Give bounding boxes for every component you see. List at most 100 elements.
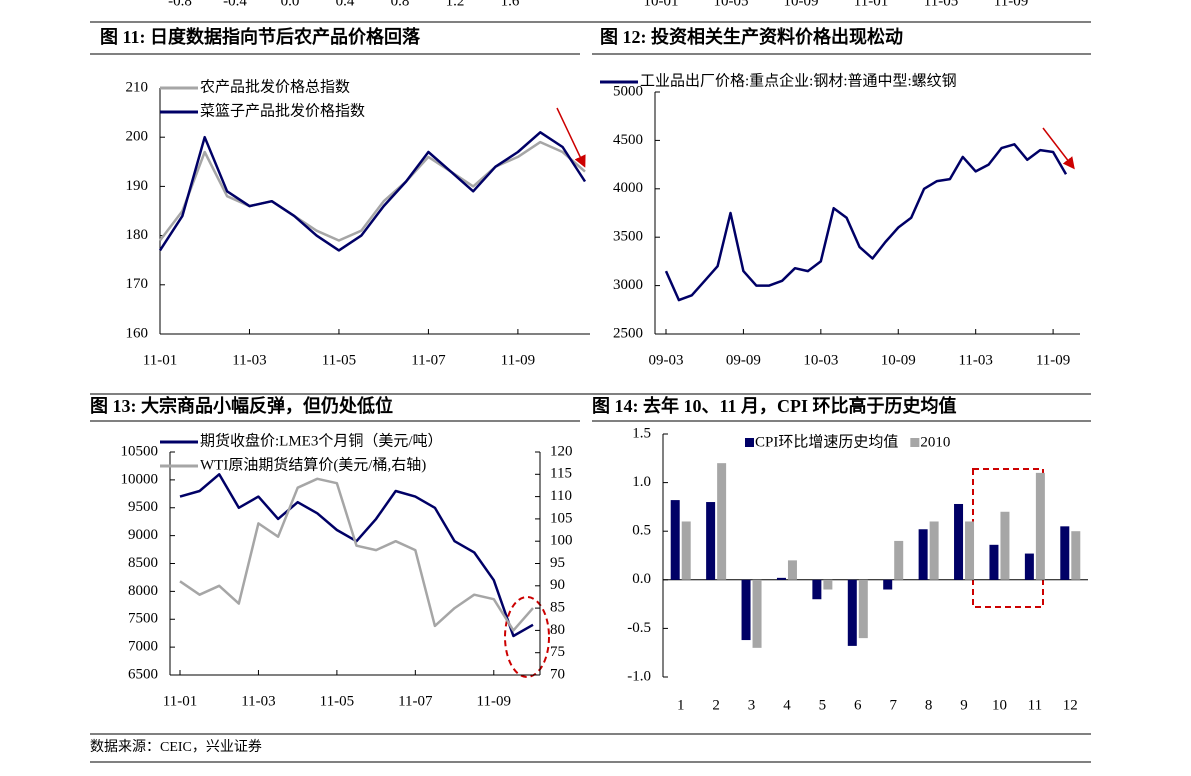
x-tick-label: 11-09: [1036, 352, 1070, 368]
series-line: [158, 131, 587, 252]
source: 数据来源：CEIC，兴业证券: [90, 739, 262, 755]
y-tick-label: 4000: [613, 180, 643, 196]
bar: [858, 579, 868, 639]
fragment-tick: 1.6: [501, 0, 520, 9]
y2-tick-label: 90: [550, 577, 565, 593]
bar: [1024, 553, 1034, 580]
x-tick-label: 12: [1063, 697, 1078, 713]
bar: [681, 521, 691, 580]
fragment-tick: 10-09: [784, 0, 819, 9]
y-tick-label: -0.5: [627, 620, 651, 636]
y-tick-label: 9500: [128, 499, 158, 515]
bar: [918, 529, 928, 580]
x-tick-label: 11-05: [322, 352, 356, 368]
y-tick-label: -1.0: [627, 668, 651, 684]
x-tick-label: 10-03: [803, 352, 838, 368]
y-tick-label: 3000: [613, 277, 643, 293]
bar: [741, 579, 751, 641]
y-tick-label: 7500: [128, 611, 158, 627]
figure-title: 图 14: 去年 10、11 月，CPI 环比高于历史均值: [592, 395, 957, 416]
legend-label: 2010: [920, 434, 950, 450]
x-tick-label: 10: [992, 697, 1007, 713]
y-tick-label: 3500: [613, 229, 643, 245]
x-tick-label: 09-09: [726, 352, 761, 368]
bar: [1060, 526, 1070, 580]
fragment-tick: -0.4: [223, 0, 247, 9]
bar: [1000, 511, 1010, 580]
y2-tick-label: 70: [550, 666, 565, 682]
x-tick-label: 11-03: [958, 352, 992, 368]
fragment-tick: 11-05: [924, 0, 958, 9]
y2-tick-label: 80: [550, 622, 565, 638]
bar: [989, 544, 999, 580]
bar: [776, 577, 786, 580]
x-tick-label: 8: [925, 697, 933, 713]
bar: [706, 502, 716, 580]
x-tick-label: 2: [712, 697, 720, 713]
annotation-arrow: [556, 107, 586, 168]
bar: [823, 579, 833, 590]
x-tick-label: 6: [854, 697, 862, 713]
y-tick-label: 190: [126, 178, 149, 194]
fragment-tick: 10-01: [644, 0, 679, 9]
figure-title: 图 12: 投资相关生产资料价格出现松动: [600, 26, 903, 47]
bar: [894, 540, 904, 580]
fragment-tick: 10-05: [714, 0, 749, 9]
y-tick-label: 5000: [613, 83, 643, 99]
x-tick-label: 11-05: [320, 693, 354, 709]
fragment-tick: 11-09: [994, 0, 1028, 9]
y-tick-label: 160: [126, 325, 149, 341]
legend-label: WTI原油期货结算价(美元/桶,右轴): [200, 455, 426, 473]
y-tick-label: 0.0: [632, 571, 651, 587]
y-tick-label: 200: [126, 129, 149, 145]
x-tick-label: 11-07: [411, 352, 446, 368]
y-tick-label: 170: [126, 276, 149, 292]
bar: [1071, 531, 1081, 580]
y-tick-label: 0.5: [632, 523, 651, 539]
y2-tick-label: 105: [550, 510, 573, 526]
x-tick-label: 10-09: [881, 352, 916, 368]
series-line: [179, 473, 534, 638]
fragment-tick: 11-01: [854, 0, 888, 9]
series-line: [664, 143, 1068, 302]
y2-tick-label: 115: [550, 466, 572, 482]
y-tick-label: 7000: [128, 639, 158, 655]
x-tick-label: 4: [783, 697, 791, 713]
legend-label: 菜篮子产品批发价格指数: [200, 101, 365, 119]
figure-title: 图 13: 大宗商品小幅反弹，但仍处低位: [90, 395, 393, 416]
legend-label: 工业品出厂价格:重点企业:钢材:普通中型:螺纹钢: [640, 71, 957, 89]
figure-title: 图 11: 日度数据指向节后农产品价格回落: [100, 26, 421, 47]
x-tick-label: 11-01: [163, 693, 197, 709]
y2-tick-label: 120: [550, 443, 573, 459]
x-tick-label: 09-03: [649, 352, 684, 368]
bar: [883, 579, 893, 590]
x-tick-label: 11-01: [143, 352, 177, 368]
bar: [965, 521, 975, 580]
y-tick-label: 6500: [128, 666, 158, 682]
y-tick-label: 180: [126, 227, 149, 243]
x-tick-label: 11: [1028, 697, 1042, 713]
fragment-tick: 0.4: [336, 0, 355, 9]
y-tick-label: 8000: [128, 583, 158, 599]
x-tick-label: 9: [960, 697, 968, 713]
series-line: [159, 140, 586, 242]
bar: [787, 560, 797, 580]
y-tick-label: 2500: [613, 325, 643, 341]
legend-label: 农产品批发价格总指数: [200, 78, 350, 95]
x-tick-label: 3: [748, 697, 756, 713]
bar: [717, 463, 727, 580]
fragment-tick: 1.2: [446, 0, 465, 9]
fragment-tick: -0.8: [168, 0, 192, 9]
legend-label: CPI环比增速历史均值: [755, 433, 898, 450]
annotation-ellipse: [504, 596, 550, 678]
legend-label: 期货收盘价:LME3个月铜（美元/吨）: [200, 431, 443, 449]
x-tick-label: 7: [889, 697, 897, 713]
fragment-tick: 0.8: [391, 0, 410, 9]
y2-tick-label: 95: [550, 555, 565, 571]
y-tick-label: 4500: [613, 132, 643, 148]
x-tick-label: 11-07: [398, 693, 433, 709]
series-line: [179, 477, 534, 632]
annotation-arrow: [1042, 127, 1075, 170]
bar: [812, 579, 822, 600]
